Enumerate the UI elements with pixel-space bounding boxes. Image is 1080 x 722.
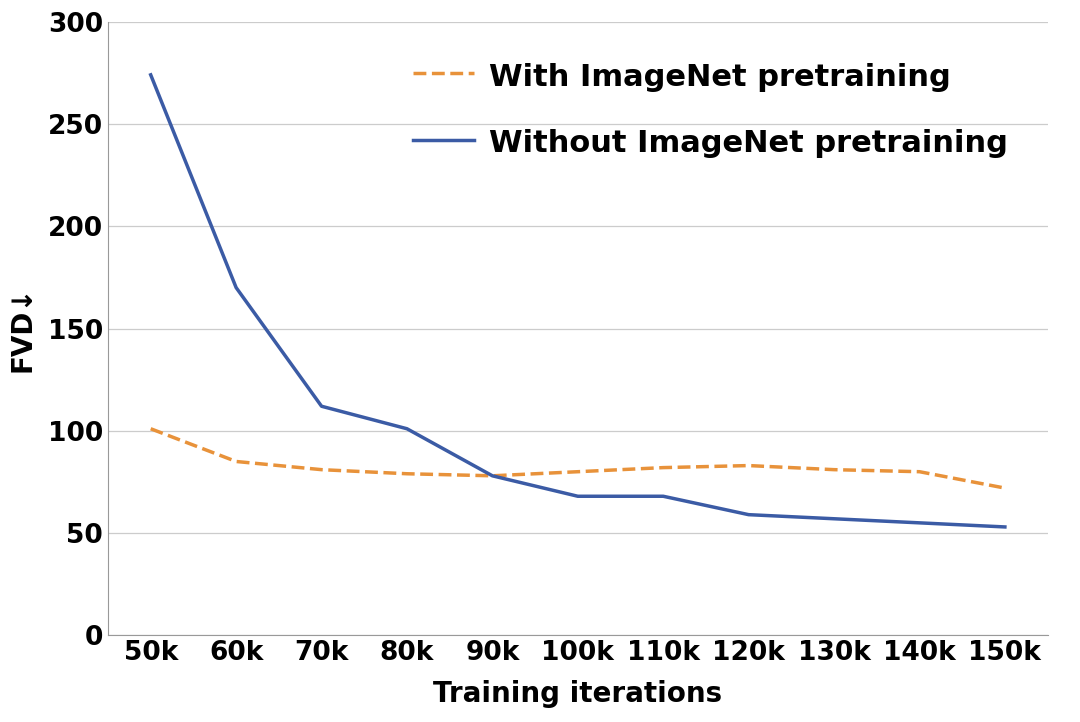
- With ImageNet pretraining: [657, 464, 670, 472]
- With ImageNet pretraining: [998, 484, 1011, 492]
- Without ImageNet pretraining: [742, 510, 755, 519]
- With ImageNet pretraining: [913, 467, 926, 476]
- With ImageNet pretraining: [827, 466, 840, 474]
- Legend: With ImageNet pretraining, Without ImageNet pretraining: With ImageNet pretraining, Without Image…: [388, 37, 1032, 183]
- With ImageNet pretraining: [742, 461, 755, 470]
- X-axis label: Training iterations: Training iterations: [433, 680, 723, 708]
- With ImageNet pretraining: [230, 457, 243, 466]
- Without ImageNet pretraining: [315, 402, 328, 411]
- Without ImageNet pretraining: [486, 471, 499, 480]
- With ImageNet pretraining: [571, 467, 584, 476]
- Without ImageNet pretraining: [657, 492, 670, 500]
- Y-axis label: FVD↓: FVD↓: [9, 285, 37, 372]
- Line: With ImageNet pretraining: With ImageNet pretraining: [151, 429, 1004, 488]
- Line: Without ImageNet pretraining: Without ImageNet pretraining: [151, 75, 1004, 527]
- Without ImageNet pretraining: [913, 518, 926, 527]
- Without ImageNet pretraining: [998, 523, 1011, 531]
- Without ImageNet pretraining: [401, 425, 414, 433]
- With ImageNet pretraining: [315, 466, 328, 474]
- Without ImageNet pretraining: [571, 492, 584, 500]
- With ImageNet pretraining: [486, 471, 499, 480]
- With ImageNet pretraining: [401, 469, 414, 478]
- Without ImageNet pretraining: [827, 514, 840, 523]
- With ImageNet pretraining: [145, 425, 158, 433]
- Without ImageNet pretraining: [230, 283, 243, 292]
- Without ImageNet pretraining: [145, 71, 158, 79]
